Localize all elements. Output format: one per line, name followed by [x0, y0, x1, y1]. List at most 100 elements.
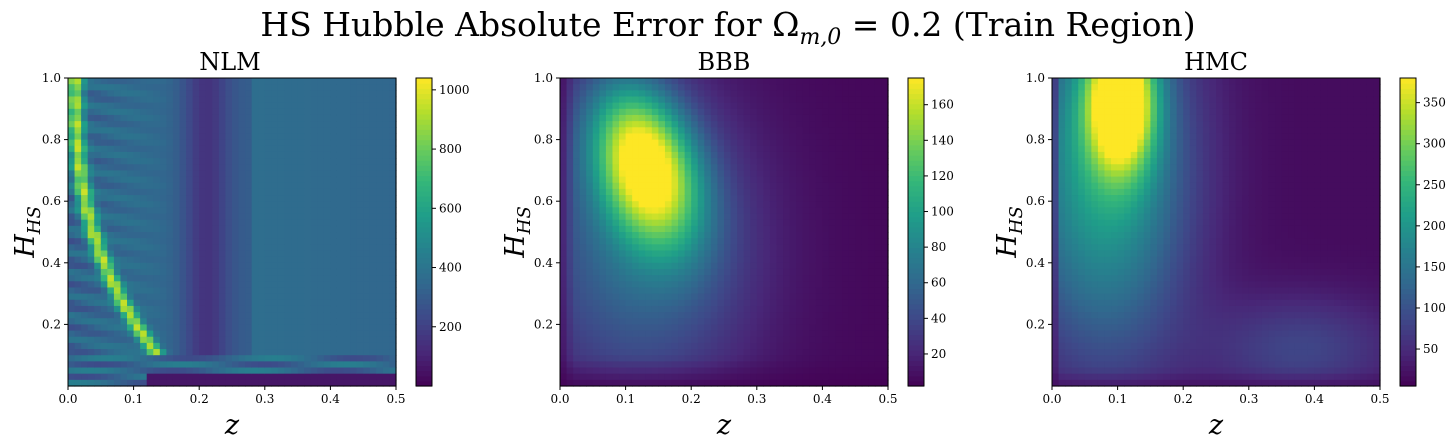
heatmap-cell	[743, 127, 751, 135]
heatmap-cell	[205, 379, 213, 387]
heatmap-cell	[284, 121, 292, 128]
heatmap-cell	[592, 379, 600, 387]
heatmap-cell	[382, 84, 391, 91]
heatmap-cell	[382, 355, 391, 362]
heatmap-cell	[783, 318, 791, 325]
heatmap-cell	[586, 312, 594, 319]
heatmap-cell	[107, 114, 115, 122]
heatmap-cell	[730, 108, 738, 116]
heatmap-cell	[238, 102, 246, 110]
heatmap-cell	[638, 188, 646, 196]
heatmap-cell	[186, 139, 194, 147]
heatmap-cell	[94, 361, 102, 369]
heatmap-cell	[127, 299, 135, 307]
colorbar-segment	[416, 108, 432, 115]
heatmap-cell	[212, 121, 220, 128]
heatmap-cell	[140, 139, 148, 147]
heatmap-cell	[245, 114, 253, 122]
heatmap-cell	[763, 324, 771, 332]
heatmap-cell	[271, 250, 279, 258]
heatmap-cell	[671, 145, 679, 153]
heatmap-cell	[120, 379, 128, 387]
heatmap-cell	[113, 164, 122, 171]
heatmap-cell	[645, 96, 653, 104]
heatmap-cell	[743, 84, 751, 91]
heatmap-cell	[304, 367, 312, 375]
heatmap-cell	[192, 232, 200, 239]
heatmap-cell	[651, 188, 659, 196]
heatmap-cell	[599, 102, 607, 110]
heatmap-cell	[304, 102, 312, 110]
heatmap-cell	[87, 219, 95, 227]
heatmap-cell	[264, 293, 272, 301]
heatmap-cell	[619, 182, 627, 190]
heatmap-cell	[277, 262, 286, 270]
heatmap-cell	[310, 219, 318, 227]
heatmap-cell	[356, 361, 364, 369]
heatmap-cell	[140, 78, 148, 85]
heatmap-cell	[776, 361, 784, 369]
heatmap-cell	[218, 108, 227, 116]
heatmap-cell	[225, 195, 233, 202]
colorbar-segment	[416, 226, 432, 233]
heatmap-cell	[317, 96, 325, 104]
heatmap-cell	[369, 268, 377, 276]
heatmap-cell	[756, 379, 764, 387]
heatmap-cell	[166, 367, 174, 375]
heatmap-cell	[113, 114, 122, 122]
heatmap-cell	[632, 281, 640, 289]
heatmap-cell	[100, 379, 108, 387]
heatmap-cell	[592, 90, 600, 98]
heatmap-cell	[697, 225, 705, 233]
heatmap-cell	[186, 127, 194, 135]
heatmap-cell	[277, 305, 286, 313]
heatmap-cell	[612, 336, 620, 344]
heatmap-cell	[789, 373, 797, 381]
heatmap-cell	[323, 324, 331, 332]
heatmap-cell	[750, 207, 758, 215]
heatmap-cell	[560, 312, 568, 319]
heatmap-cell	[133, 312, 141, 319]
heatmap-cell	[605, 78, 614, 85]
heatmap-cell	[363, 151, 371, 159]
heatmap-cell	[369, 349, 377, 356]
heatmap-cell	[625, 78, 633, 85]
heatmap-cell	[212, 330, 220, 338]
heatmap-cell	[192, 176, 200, 184]
heatmap-cell	[632, 262, 640, 270]
heatmap-cell	[625, 121, 633, 128]
heatmap-cell	[159, 318, 167, 325]
heatmap-cell	[579, 342, 587, 350]
heatmap-cell	[68, 318, 76, 325]
heatmap-cell	[704, 305, 712, 313]
heatmap-cell	[205, 102, 213, 110]
heatmap-cell	[579, 275, 587, 282]
heatmap-cell	[186, 96, 194, 104]
heatmap-cell	[100, 145, 108, 153]
heatmap-cell	[599, 151, 607, 159]
heatmap-cell	[245, 158, 253, 165]
heatmap-cell	[573, 238, 581, 245]
heatmap-cell	[684, 139, 692, 147]
heatmap-cell	[625, 305, 633, 313]
heatmap-cell	[678, 151, 686, 159]
heatmap-cell	[159, 139, 167, 147]
heatmap-cell	[605, 367, 614, 375]
heatmap-cell	[94, 293, 102, 301]
heatmap-cell	[763, 312, 771, 319]
heatmap-cell	[159, 275, 167, 282]
heatmap-cell	[809, 213, 817, 221]
heatmap-cell	[822, 158, 830, 165]
heatmap-cell	[87, 164, 95, 171]
heatmap-cell	[560, 164, 568, 171]
heatmap-cell	[717, 219, 725, 227]
heatmap-cell	[573, 293, 581, 301]
heatmap-cell	[763, 102, 771, 110]
heatmap-cell	[356, 373, 364, 381]
heatmap-cell	[186, 299, 194, 307]
heatmap-cell	[704, 108, 712, 116]
heatmap-cell	[717, 90, 725, 98]
heatmap-cell	[94, 207, 102, 215]
heatmap-cell	[586, 355, 594, 362]
heatmap-cell	[619, 342, 627, 350]
